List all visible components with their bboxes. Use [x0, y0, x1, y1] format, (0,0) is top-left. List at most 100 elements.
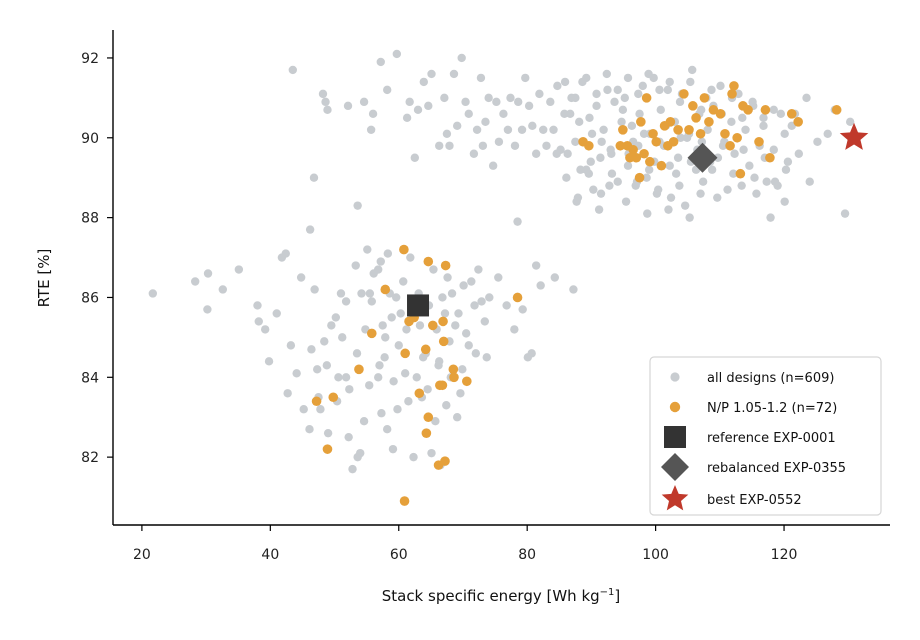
data-point-np [729, 81, 739, 91]
data-point-all [762, 177, 771, 186]
data-point-all [394, 341, 403, 350]
data-point-all [286, 341, 296, 350]
data-point-all [348, 464, 357, 474]
data-point-all [412, 373, 421, 382]
data-point-all [148, 289, 158, 298]
data-point-all [713, 153, 723, 162]
data-point-rebalanced [687, 142, 718, 173]
data-point-all [527, 349, 536, 358]
data-point-all [494, 273, 503, 282]
data-point-all [477, 297, 486, 306]
data-point-all [413, 105, 423, 115]
data-point-np [634, 172, 645, 183]
data-point-all [190, 277, 200, 286]
data-point-all [539, 125, 548, 134]
data-point-np [631, 152, 642, 163]
data-point-all [377, 409, 386, 418]
data-point-np [645, 156, 655, 167]
data-point-all [802, 93, 811, 103]
data-point-all [643, 209, 652, 218]
data-point-all [382, 424, 392, 434]
data-point-all [283, 389, 292, 398]
data-point-all [323, 105, 332, 115]
data-point-np [704, 117, 714, 127]
data-point-all [582, 73, 591, 83]
data-point-all [813, 137, 822, 146]
data-point-np [656, 160, 667, 171]
data-point-np [380, 284, 391, 295]
y-tick-label: 90 [81, 131, 99, 147]
data-point-all [391, 293, 401, 302]
data-point-all [484, 93, 493, 103]
data-point-all [506, 93, 515, 103]
data-point-np [438, 336, 449, 347]
data-point-all [656, 105, 665, 115]
data-point-all [634, 89, 643, 99]
data-point-all [456, 389, 465, 398]
y-axis-ticks: 82 84 86 88 90 92 [81, 51, 113, 466]
data-point-all [363, 245, 372, 254]
data-point-all [655, 85, 664, 95]
data-point-all [603, 85, 612, 95]
data-point-all [419, 77, 428, 87]
data-point-np [399, 496, 410, 506]
data-point-all [688, 65, 697, 75]
data-point-np [423, 256, 434, 267]
data-point-np [414, 388, 425, 399]
data-point-all [393, 405, 402, 414]
data-point-all [353, 201, 362, 210]
data-point-all [406, 253, 415, 262]
data-point-all [307, 345, 316, 354]
data-point-all [665, 77, 674, 87]
data-point-all [405, 97, 414, 107]
data-point-all [203, 269, 213, 278]
data-point-all [542, 141, 551, 150]
data-point-all [663, 85, 673, 95]
data-point-np [668, 136, 679, 147]
data-point-all [402, 325, 411, 334]
data-point-all [769, 145, 778, 154]
data-point-all [365, 289, 375, 298]
data-point-np [754, 136, 764, 147]
data-point-all [642, 173, 651, 182]
data-point-all [618, 105, 628, 115]
data-point-all [356, 448, 365, 458]
data-point-all [292, 369, 301, 378]
data-point-all [549, 125, 558, 134]
data-point-all [737, 181, 746, 190]
data-point-np [720, 128, 730, 139]
data-point-all [696, 189, 705, 198]
legend-label-all: all designs (n=609) [707, 371, 834, 386]
data-point-all [376, 57, 385, 67]
data-point-all [738, 113, 747, 123]
data-point-all [492, 97, 501, 107]
data-point-all [464, 109, 473, 119]
legend: all designs (n=609) N/P 1.05-1.2 (n=72) re… [649, 356, 882, 516]
data-point-np [628, 144, 638, 155]
data-point-all [697, 137, 707, 146]
data-point-np [699, 93, 710, 103]
data-point-all [572, 197, 581, 206]
y-tick-label: 88 [81, 211, 99, 227]
data-point-all [560, 77, 570, 87]
data-point-all [359, 417, 369, 426]
data-point-all [381, 333, 390, 342]
data-point-all [769, 105, 778, 115]
data-point-all [389, 377, 398, 386]
data-point-all [447, 289, 457, 298]
data-point-all [510, 325, 519, 334]
data-point-all [794, 149, 804, 158]
data-point-all [366, 125, 376, 134]
legend-label-reference: reference EXP-0001 [707, 431, 836, 446]
data-point-np [793, 117, 803, 127]
data-point-np [765, 152, 775, 163]
data-point-all [671, 169, 681, 178]
data-point-all [427, 448, 436, 458]
data-point-np [615, 140, 626, 151]
data-point-np [648, 128, 658, 139]
data-point-all [502, 301, 511, 310]
data-point-all [478, 141, 488, 150]
data-point-all [457, 53, 466, 63]
data-point-all [442, 129, 452, 138]
